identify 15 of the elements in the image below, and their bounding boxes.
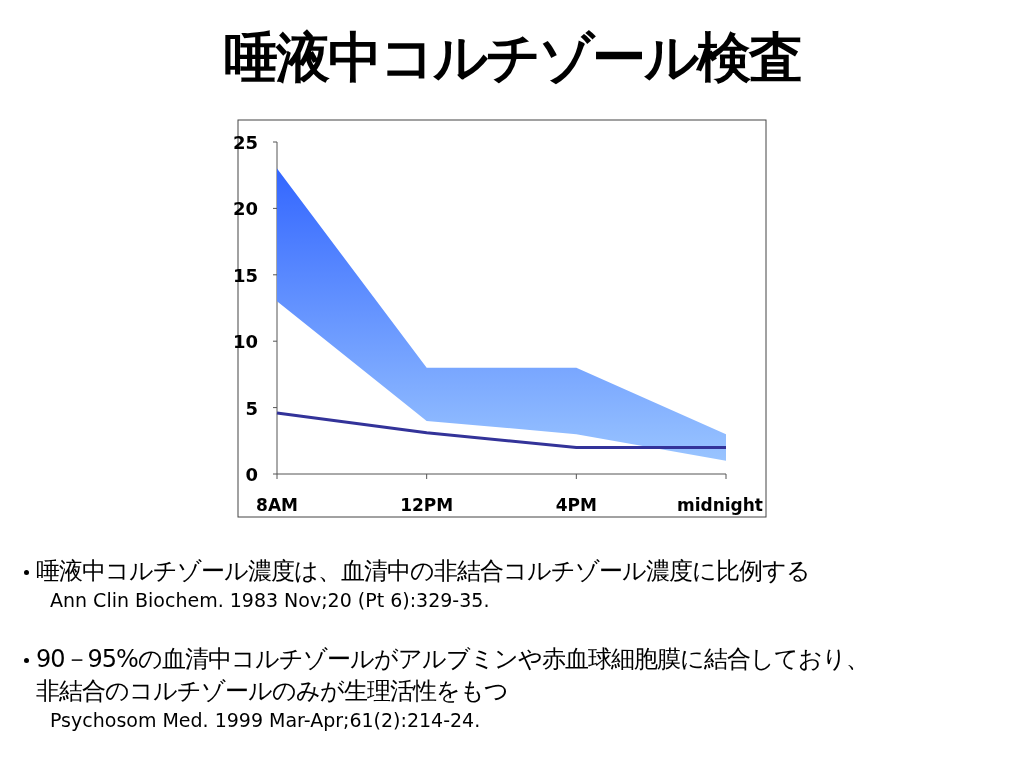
x-tick-label: 12PM	[400, 495, 454, 515]
y-tick-label: 5	[245, 397, 258, 419]
x-tick-label: 8AM	[256, 495, 298, 515]
text: Ann Clin Biochem. 1983 Nov;20 (Pt 6):329-35.	[49, 588, 491, 613]
y-tick-label: 20	[232, 198, 258, 220]
text: Psychosom Med. 1999 Mar-Apr;61(2):214-24.	[49, 708, 482, 733]
y-tick-label: 25	[232, 132, 258, 153]
y-tick-label: 10	[232, 331, 258, 353]
y-tick-label: 0	[245, 464, 258, 485]
chart-title: 唾液中コルチゾール検査	[222, 25, 802, 91]
x-tick-label: 4PM	[555, 495, 597, 515]
text: 90－95%の血清中コルチゾールがアルブミンや赤血球細胞膜に結合しており、非結合のコルチゾールのみが生理活性をもつ	[22, 643, 891, 707]
y-tick-label: 15	[232, 264, 258, 286]
text: 唾液中コルチゾール濃度は、血清中の非結合コルチゾール濃度に比例する	[22, 555, 891, 587]
x-tick-label: midnight	[676, 495, 763, 515]
